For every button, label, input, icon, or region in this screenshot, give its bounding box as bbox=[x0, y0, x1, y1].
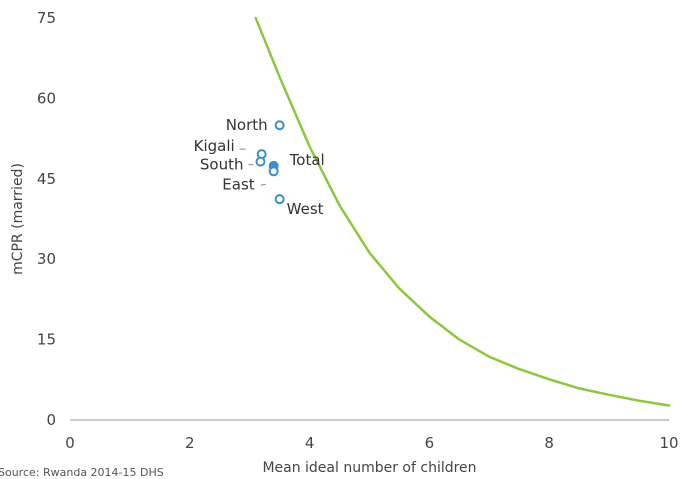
x-tick-label: 2 bbox=[185, 434, 195, 452]
y-tick-label: 60 bbox=[37, 89, 56, 107]
source-note: Source: Rwanda 2014-15 DHS bbox=[0, 466, 164, 479]
point-label-kigali: Kigali bbox=[194, 137, 235, 155]
y-tick-label: 75 bbox=[37, 9, 56, 27]
data-points bbox=[255, 120, 285, 205]
y-axis-title: mCPR (married) bbox=[10, 163, 26, 275]
x-tick-label: 6 bbox=[425, 434, 435, 452]
data-point-south bbox=[255, 156, 266, 167]
x-axis-title: Mean ideal number of children bbox=[262, 460, 476, 476]
fertility-curve-line bbox=[254, 16, 671, 407]
fertility-curve-layer bbox=[254, 16, 671, 407]
point-label-total: Total bbox=[289, 151, 325, 169]
x-tick-label: 10 bbox=[659, 434, 678, 452]
x-tick-label: 0 bbox=[65, 434, 75, 452]
data-point-west bbox=[274, 194, 285, 205]
x-tick-label: 4 bbox=[305, 434, 315, 452]
y-tick-label: 15 bbox=[37, 331, 56, 349]
y-tick-label: 0 bbox=[46, 411, 56, 429]
point-label-west: West bbox=[287, 200, 324, 218]
data-point-north bbox=[274, 120, 285, 131]
leader-line bbox=[260, 183, 266, 186]
data-point-east bbox=[268, 166, 279, 177]
y-tick-label: 45 bbox=[37, 170, 56, 188]
point-label-south: South bbox=[200, 156, 244, 174]
x-tick-label: 8 bbox=[544, 434, 554, 452]
y-axis-ticks: 0 15 30 45 60 75 bbox=[37, 9, 56, 429]
label-leader-lines bbox=[239, 148, 266, 186]
x-axis-ticks: 0 2 4 6 8 10 bbox=[65, 434, 678, 452]
point-label-north: North bbox=[226, 116, 268, 134]
point-label-east: East bbox=[222, 175, 254, 193]
y-tick-label: 30 bbox=[37, 250, 56, 268]
